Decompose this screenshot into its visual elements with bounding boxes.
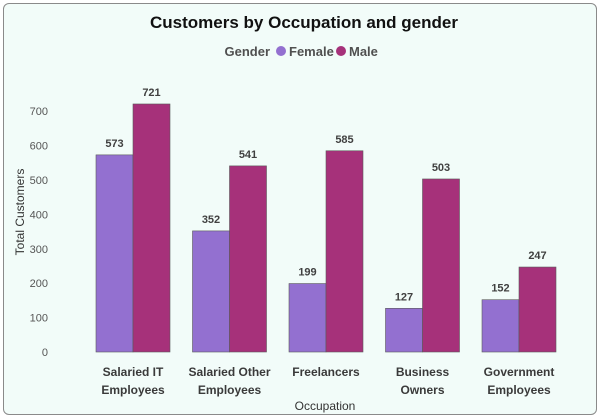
data-label-male-business-owners: 503 [432,162,450,174]
bar-male-salaried-it-employees [132,103,171,353]
legend-title: Gender [224,44,270,59]
bar-female-business-owners [385,308,423,353]
x-category-salaried-it-employees: Salaried IT Employees [101,365,165,397]
data-label-male-salaried-it-employees: 721 [142,87,160,99]
y-tick-300: 300 [30,244,48,256]
data-label-female-government-employees: 152 [491,283,509,295]
data-label-female-freelancers: 199 [298,267,316,279]
data-label-female-salaried-other-employees: 352 [202,214,220,226]
bar-female-salaried-other-employees [192,230,230,353]
y-axis-label: Total Customers [13,169,27,256]
x-axis-categories: Salaried IT Employees Salaried Other Employ… [101,365,554,397]
bar-male-salaried-other-employees [229,165,267,353]
legend-swatch-female [276,46,286,56]
legend-label-female: Female [289,44,334,59]
y-tick-600: 600 [30,141,48,153]
chart-title: Customers by Occupation and gender [150,13,458,32]
x-category-government-employees: Government Employees [484,365,555,397]
y-tick-400: 400 [30,209,48,221]
y-axis-ticks: 0 100 200 300 400 500 600 700 [30,106,48,359]
legend-label-male: Male [349,44,378,59]
x-category-business-owners: Business Owners [396,365,450,397]
y-tick-0: 0 [42,347,48,359]
data-label-male-freelancers: 585 [335,134,353,146]
data-label-female-salaried-it-employees: 573 [105,138,123,150]
x-category-salaried-other-employees: Salaried Other Employees [188,365,270,397]
bar-male-business-owners [422,178,460,353]
bar-male-freelancers [325,150,364,353]
x-axis-label: Occupation [295,399,356,413]
y-tick-200: 200 [30,278,48,290]
x-category-freelancers: Freelancers [292,365,360,379]
bar-male-government-employees [518,266,557,353]
bar-female-freelancers [288,283,327,353]
y-tick-500: 500 [30,175,48,187]
legend: Gender Female Male [224,44,377,59]
bars: 573 721 352 541 199 585 127 503 152 247 [95,87,557,353]
bar-female-government-employees [481,299,520,353]
bar-female-salaried-it-employees [95,154,134,353]
legend-swatch-male [336,46,346,56]
data-label-female-business-owners: 127 [395,291,413,303]
y-tick-100: 100 [30,313,48,325]
data-label-male-salaried-other-employees: 541 [239,149,257,161]
data-label-male-government-employees: 247 [528,250,546,262]
y-tick-700: 700 [30,106,48,118]
